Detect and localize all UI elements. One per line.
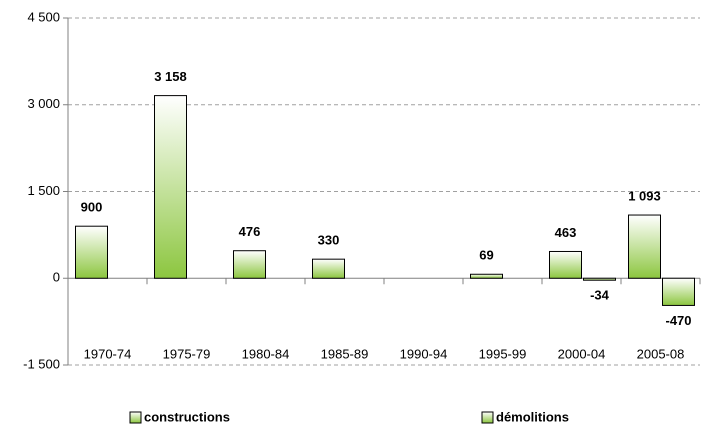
y-tick-label: 1 500 <box>27 183 60 198</box>
bar <box>628 214 661 279</box>
x-tick-label: 2000-04 <box>558 346 606 361</box>
value-label: 3 158 <box>154 69 187 84</box>
value-label: -34 <box>590 288 610 303</box>
value-label: 1 093 <box>628 188 661 203</box>
x-tick-label: 1980-84 <box>242 346 290 361</box>
bar <box>312 258 345 279</box>
y-tick-label: 0 <box>53 270 60 285</box>
bar <box>549 250 582 279</box>
bar <box>583 277 616 281</box>
bar <box>75 225 108 279</box>
value-label: 463 <box>555 225 577 240</box>
x-tick-label: 2005-08 <box>637 346 685 361</box>
value-label: 900 <box>81 200 103 215</box>
bar <box>470 273 503 279</box>
legend-swatch <box>129 411 142 424</box>
value-label: -470 <box>665 313 691 328</box>
y-tick-label: -1 500 <box>23 356 60 371</box>
x-tick-label: 1990-94 <box>400 346 448 361</box>
bar <box>662 277 695 306</box>
bar <box>154 95 187 279</box>
value-label: 476 <box>239 224 261 239</box>
bar <box>233 250 266 279</box>
legend-label: démolitions <box>496 409 569 424</box>
y-tick-label: 3 000 <box>27 96 60 111</box>
value-label: 330 <box>318 233 340 248</box>
value-label: 69 <box>479 248 493 263</box>
y-tick-label: 4 500 <box>27 9 60 24</box>
x-tick-label: 1975-79 <box>163 346 211 361</box>
x-tick-label: 1970-74 <box>84 346 132 361</box>
x-tick-label: 1985-89 <box>321 346 369 361</box>
legend-swatch <box>481 411 494 424</box>
x-tick-label: 1995-99 <box>479 346 527 361</box>
legend-label: constructions <box>144 409 230 424</box>
